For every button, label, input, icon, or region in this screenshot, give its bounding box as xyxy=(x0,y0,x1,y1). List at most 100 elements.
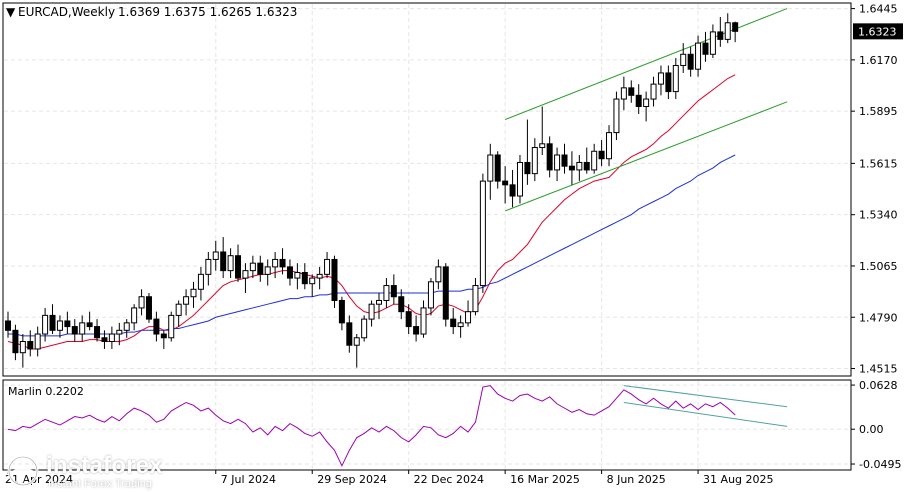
candle xyxy=(650,76,657,107)
candle-body-up xyxy=(479,180,486,287)
candle xyxy=(183,289,190,316)
candle-body-up xyxy=(531,147,538,175)
candle-body-down xyxy=(153,318,160,335)
candle-body-up xyxy=(190,288,197,298)
time-tick-label: 7 Jul 2024 xyxy=(221,473,276,486)
candle xyxy=(435,259,442,290)
price-tick-label: 1.5340 xyxy=(859,209,898,222)
candle-body-down xyxy=(71,326,78,335)
candle-body-up xyxy=(516,161,523,197)
candle xyxy=(509,169,516,208)
time-axis: 21 Apr 2024 7 Jul 2024 29 Sep 2024 22 Dec 2… xyxy=(5,470,774,486)
candle xyxy=(108,326,115,349)
candle xyxy=(561,143,568,174)
candle-body-up xyxy=(465,311,472,324)
price-tick-label: 1.6170 xyxy=(859,54,898,67)
candle xyxy=(465,300,472,327)
candle-body-down xyxy=(524,161,531,175)
price-axis: 1.6445 1.6170 1.5895 1.5615 1.5340 1.5065 1.47… xyxy=(851,3,898,376)
indicator-channel-upper-line[interactable] xyxy=(623,385,788,408)
candle-body-down xyxy=(413,326,420,335)
candle-body-down xyxy=(338,299,345,324)
candle-body-up xyxy=(643,98,650,108)
price-tick-label: 1.4790 xyxy=(859,311,898,324)
candle xyxy=(502,166,509,204)
candle-body-up xyxy=(539,143,546,149)
candle xyxy=(591,143,598,174)
candle-body-down xyxy=(702,42,709,55)
candle-body-up xyxy=(79,322,86,335)
candle-body-down xyxy=(257,262,264,275)
candle xyxy=(153,311,160,342)
candle xyxy=(71,319,78,342)
candle xyxy=(628,80,635,103)
candle-body-up xyxy=(472,285,479,313)
oscillator-line xyxy=(7,385,736,467)
candle-body-up xyxy=(427,281,434,309)
candle xyxy=(279,248,286,275)
time-tick-label: 22 Dec 2024 xyxy=(414,473,484,486)
candle-body-up xyxy=(212,251,219,260)
indicator-tick-label: -0.0495 xyxy=(859,458,901,471)
candle-body-up xyxy=(324,258,331,275)
chart-title-arrow[interactable]: ▼ xyxy=(6,5,16,19)
candle xyxy=(27,330,34,357)
indicator-grid xyxy=(4,381,850,469)
candle xyxy=(479,173,486,294)
channel-lower-line[interactable] xyxy=(504,101,788,212)
candle-body-up xyxy=(591,150,598,171)
candle xyxy=(242,263,249,294)
candle xyxy=(42,307,49,342)
candle-body-up xyxy=(353,337,360,346)
candle-body-up xyxy=(361,318,368,339)
candle xyxy=(338,296,345,331)
candle-body-up xyxy=(42,314,49,335)
candle-body-down xyxy=(101,337,108,342)
candle-body-up xyxy=(376,299,382,305)
candle xyxy=(123,319,130,338)
price-panel: ▼ EURCAD,Weekly 1.6369 1.6375 1.6265 1.6… xyxy=(2,2,852,377)
candle xyxy=(264,259,271,286)
candle-body-down xyxy=(286,266,293,279)
price-tick-label: 1.5895 xyxy=(859,105,898,118)
price-tick-label: 1.6445 xyxy=(859,3,898,16)
candle-body-down xyxy=(717,31,724,40)
candle xyxy=(101,330,108,349)
slow-moving-average-line xyxy=(8,154,736,337)
candle-body-up xyxy=(435,266,442,283)
indicator-axis: 0.0628 0.00 -0.0495 xyxy=(851,379,901,471)
candle xyxy=(286,259,293,286)
candle xyxy=(160,330,167,349)
candle xyxy=(420,300,427,338)
candle xyxy=(324,251,331,279)
candle-body-down xyxy=(390,285,397,298)
candle-body-up xyxy=(294,271,301,279)
candle-body-down xyxy=(279,258,286,268)
candle xyxy=(457,315,464,338)
candle-body-up xyxy=(205,258,212,275)
candle xyxy=(64,311,71,335)
candle xyxy=(94,319,101,342)
candle-body-down xyxy=(502,180,509,186)
candle xyxy=(531,138,538,182)
candle xyxy=(5,311,11,338)
candle-body-up xyxy=(249,262,256,272)
candle xyxy=(316,266,323,290)
candle-body-up xyxy=(672,64,679,93)
candle-body-down xyxy=(220,251,227,272)
candles xyxy=(5,13,739,368)
candle xyxy=(301,263,308,290)
instaforex-logo-icon xyxy=(7,455,39,487)
price-channel xyxy=(504,8,788,212)
candle xyxy=(427,278,434,316)
candle xyxy=(235,244,242,282)
indicator-channel-lower-line[interactable] xyxy=(623,402,788,427)
channel-upper-line[interactable] xyxy=(504,8,788,121)
indicator-tick-label: 0.00 xyxy=(859,423,884,436)
candle xyxy=(197,266,204,301)
candle xyxy=(606,125,613,167)
candle-body-down xyxy=(94,326,101,339)
candle-body-up xyxy=(34,333,41,350)
current-price-value: 1.6323 xyxy=(858,25,897,38)
candle xyxy=(175,300,182,327)
